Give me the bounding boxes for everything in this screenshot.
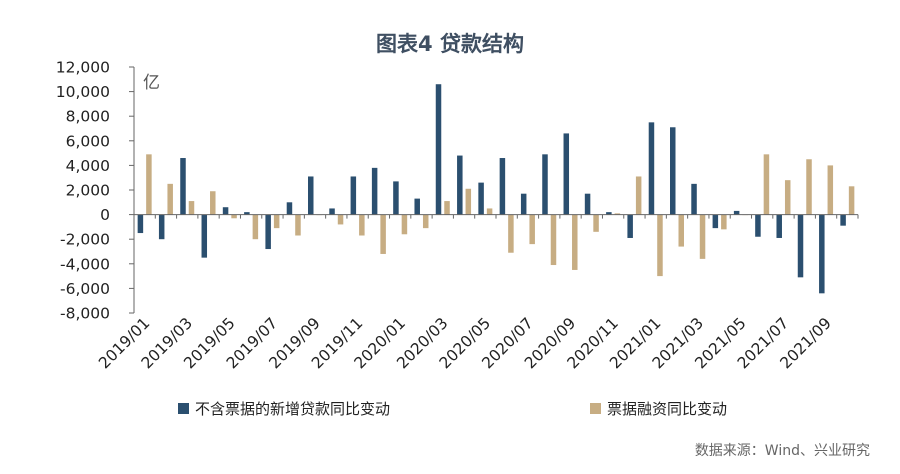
bar-series-2: [422, 214, 429, 229]
bar-series-2: [806, 159, 812, 215]
bar-series-1: [520, 193, 527, 215]
legend-label-series-1: 不含票据的新增贷款同比变动: [195, 400, 391, 418]
bar-series-2: [380, 214, 386, 254]
y-tick-label: -8,000: [60, 305, 110, 323]
bar-series-1: [371, 167, 378, 215]
bar-series-1: [329, 208, 335, 215]
bar-series-2: [529, 214, 535, 245]
bar-series-1: [606, 212, 612, 215]
bar-series-1: [776, 214, 782, 238]
bar-series-1: [265, 214, 271, 250]
bar-series-1: [201, 214, 208, 258]
y-tick-label: 12,000: [56, 59, 110, 77]
bar-series-2: [593, 214, 599, 232]
y-tick-label: 4,000: [66, 157, 110, 175]
bar-series-1: [542, 154, 548, 215]
bar-series-1: [733, 210, 740, 215]
bar-series-1: [499, 158, 506, 215]
bar-series-1: [350, 176, 357, 215]
bar-series-2: [699, 214, 706, 259]
bar-series-2: [763, 154, 770, 215]
y-tick-label: 6,000: [66, 132, 110, 150]
bar-series-2: [635, 176, 642, 215]
bar-series-2: [848, 186, 855, 215]
bar-series-2: [614, 213, 621, 215]
legend-item-series-2: 票据融资同比变动: [590, 398, 727, 419]
bar-series-1: [158, 214, 165, 240]
bar-series-2: [359, 214, 365, 236]
bar-series-1: [222, 207, 229, 215]
bar-series-2: [784, 180, 791, 215]
bar-series-2: [231, 214, 237, 219]
x-axis: 2019/012019/032019/052019/072019/092019/…: [95, 214, 859, 372]
bar-series-1: [244, 212, 250, 215]
bar-series-1: [648, 122, 655, 215]
bar-series-1: [819, 214, 825, 294]
bar-series-1: [712, 214, 719, 229]
bar-series-1: [840, 214, 846, 226]
bar-series-2: [508, 214, 514, 253]
bar-series-2: [401, 214, 408, 235]
legend-swatch-series-1: [178, 403, 189, 414]
bar-series-1: [137, 214, 144, 234]
bar-series-1: [797, 214, 804, 278]
bar-series-1: [457, 155, 463, 215]
bar-series-2: [295, 214, 301, 236]
bar-series-1: [180, 158, 186, 215]
legend-swatch-series-2: [590, 403, 601, 414]
y-tick-label: 2,000: [66, 182, 110, 200]
bar-series-2: [167, 183, 173, 215]
bar-series-2: [146, 154, 152, 215]
y-tick-label: -6,000: [60, 280, 110, 298]
bar-series-1: [308, 176, 314, 215]
bar-series-2: [188, 201, 195, 215]
bar-series-1: [435, 84, 442, 215]
bar-series-1: [670, 127, 676, 215]
y-axis: 12,000 10,000 8,000 6,000 4,000 2,000 0 -2,000 -…: [56, 59, 135, 323]
bar-series-1: [563, 133, 570, 215]
source-note: 数据来源：Wind、兴业研究: [694, 443, 870, 459]
bar-series-2: [572, 214, 578, 270]
bar-series-2: [252, 214, 259, 240]
legend-label-series-2: 票据融资同比变动: [607, 400, 728, 418]
bar-series-2: [827, 165, 834, 215]
bar-series-2: [210, 191, 216, 215]
bar-series-1: [414, 198, 420, 215]
bar-series-2: [657, 214, 663, 277]
bar-series-1: [286, 202, 293, 215]
bar-series-2: [465, 188, 472, 215]
bar-series-1: [691, 183, 697, 215]
bar-series-2: [337, 214, 344, 225]
unit-label: 亿: [143, 73, 160, 93]
y-tick-label: 0: [100, 206, 110, 224]
y-tick-label: 10,000: [56, 83, 110, 101]
bars: [137, 84, 855, 294]
bar-series-1: [755, 214, 761, 237]
bar-series-2: [721, 214, 727, 230]
bar-series-1: [478, 182, 484, 215]
y-tick-label: 8,000: [66, 108, 110, 126]
bar-series-2: [444, 201, 450, 215]
bar-series-2: [273, 214, 280, 229]
bar-series-2: [486, 208, 493, 215]
legend-item-series-1: 不含票据的新增贷款同比变动: [178, 398, 390, 419]
bar-series-1: [627, 214, 633, 238]
chart-title: 图表4 贷款结构: [376, 32, 524, 56]
bar-series-2: [550, 214, 557, 266]
bar-series-2: [678, 214, 684, 247]
bar-series-1: [584, 193, 591, 215]
y-tick-label: -2,000: [60, 231, 110, 249]
bar-series-1: [393, 181, 399, 215]
y-tick-label: -4,000: [60, 255, 110, 273]
